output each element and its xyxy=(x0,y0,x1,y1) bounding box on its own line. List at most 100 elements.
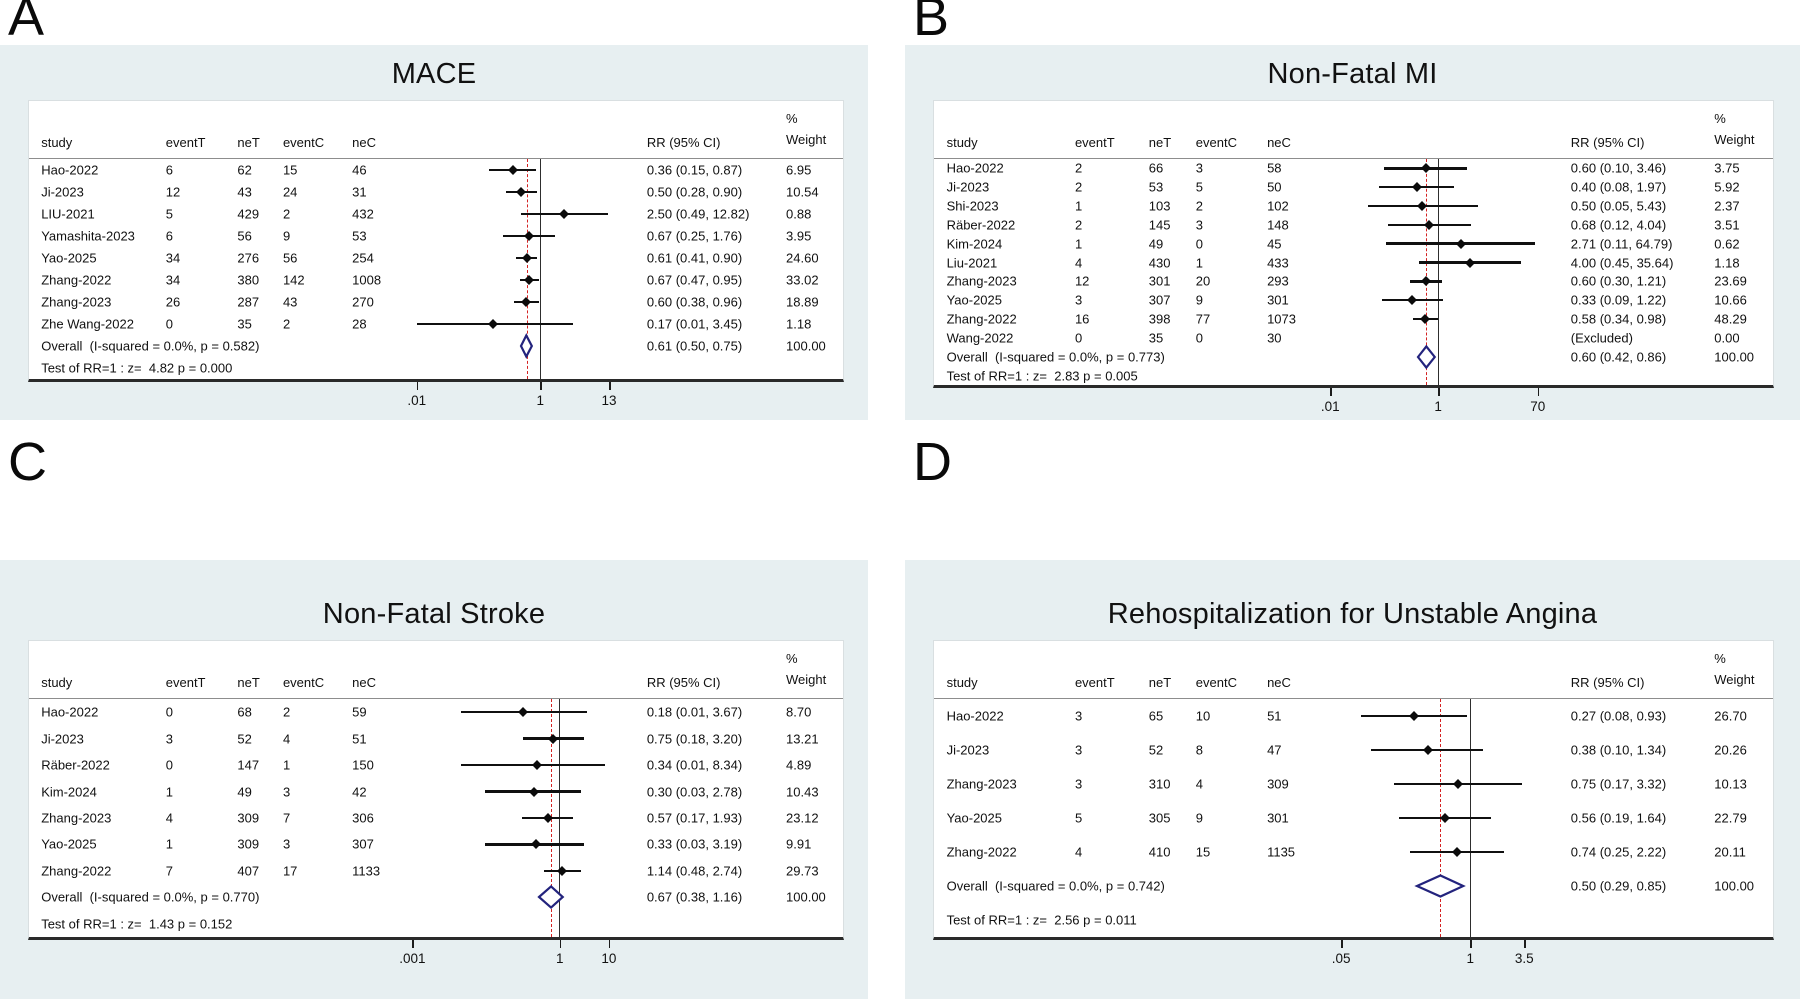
col-header-weight-label: Weight xyxy=(786,672,827,687)
rr-ci-text: 0.33 (0.03, 3.19) xyxy=(646,836,743,852)
col-header-neT: neT xyxy=(1148,135,1172,150)
null-reference-line xyxy=(1437,159,1439,385)
test-of-rr-text: Test of RR=1 : z= 2.83 p = 0.005 xyxy=(946,368,1138,384)
neT-value: 380 xyxy=(237,272,260,288)
panel-title: Rehospitalization for Unstable Angina xyxy=(1107,598,1598,630)
eventT-value: 2 xyxy=(1074,217,1083,233)
eventT-value: 5 xyxy=(165,206,173,222)
overall-diamond xyxy=(1417,875,1463,897)
weight-value: 23.12 xyxy=(786,810,819,826)
eventC-value: 43 xyxy=(282,294,298,310)
rr-ci-text: 0.36 (0.15, 0.87) xyxy=(646,162,743,178)
study-label: Yao-2025 xyxy=(41,250,97,266)
x-axis: .01 1 70 xyxy=(933,388,1774,426)
overall-weight: 100.00 xyxy=(786,889,826,905)
ci-plot-cell xyxy=(1312,310,1560,329)
study-row: Hao-2022 2 66 3 58 0.60 (0.10, 3.46) 3.75 xyxy=(934,159,1773,178)
eventT-value: 1 xyxy=(165,836,173,852)
point-estimate-marker xyxy=(1423,745,1434,755)
weight-value: 0.88 xyxy=(786,206,812,222)
col-header-eventC: eventC xyxy=(1195,135,1237,150)
neC-value: 58 xyxy=(1267,160,1282,176)
study-label: Liu-2021 xyxy=(946,255,998,271)
point-estimate-marker xyxy=(1424,219,1434,230)
neC-value: 53 xyxy=(352,228,367,244)
weight-value: 18.89 xyxy=(786,294,819,310)
overall-diamond xyxy=(521,335,532,357)
axis-tick xyxy=(412,940,414,948)
study-label: Hao-2022 xyxy=(41,704,99,720)
col-header-eventT: eventT xyxy=(1074,675,1115,690)
overall-plot-cell xyxy=(1312,347,1560,366)
weight-value: 3.51 xyxy=(1714,217,1740,233)
study-row: Hao-2022 3 65 10 51 0.27 (0.08, 0.93) 26.70 xyxy=(934,699,1773,733)
neT-value: 49 xyxy=(237,784,252,800)
overall-estimate-dashed-line xyxy=(526,159,528,379)
overall-rr-ci-text: 0.67 (0.38, 1.16) xyxy=(646,889,743,905)
col-header-weight-pct: % xyxy=(786,111,798,126)
weight-value: 20.11 xyxy=(1714,844,1746,860)
study-row: Zhang-2023 12 301 20 293 0.60 (0.30, 1.21) 23.… xyxy=(934,272,1773,291)
weight-value: 0.00 xyxy=(1714,330,1740,346)
eventC-value: 3 xyxy=(282,784,291,800)
overall-label: Overall (I-squared = 0.0%, p = 0.742) xyxy=(946,878,1165,894)
col-header-study: study xyxy=(946,675,978,690)
panel-background: Non-Fatal MI study eventT neT eventC neC RR (… xyxy=(905,45,1800,420)
neT-value: 276 xyxy=(237,250,260,266)
forest-plot-wrap: study eventT neT eventC neC RR (95% CI)% Weigh… xyxy=(933,640,1774,978)
forest-plot: study eventT neT eventC neC RR (95% CI)% Weigh… xyxy=(28,640,844,940)
eventC-value: 24 xyxy=(282,184,298,200)
overall-row: Overall (I-squared = 0.0%, p = 0.773) 0.6… xyxy=(934,347,1773,366)
overall-weight: 100.00 xyxy=(1714,878,1755,894)
neT-value: 56 xyxy=(237,228,252,244)
overall-row: Overall (I-squared = 0.0%, p = 0.582) 0.6… xyxy=(29,335,843,357)
test-of-rr-text: Test of RR=1 : z= 1.43 p = 0.152 xyxy=(41,916,233,932)
eventC-value: 142 xyxy=(282,272,305,288)
eventT-value: 5 xyxy=(1074,810,1083,826)
weight-value: 10.66 xyxy=(1714,292,1747,308)
study-label: Yao-2025 xyxy=(946,810,1002,826)
axis-tick xyxy=(1470,940,1472,948)
rr-ci-text: 0.60 (0.30, 1.21) xyxy=(1570,273,1667,289)
study-label: Ji-2023 xyxy=(41,731,84,747)
point-estimate-marker xyxy=(516,187,527,197)
weight-value: 13.21 xyxy=(786,731,819,747)
neC-value: 1073 xyxy=(1267,311,1296,327)
col-header-rr: RR (95% CI) xyxy=(1570,675,1645,690)
plot-body: Hao-2022 0 68 2 59 0.18 (0.01, 3.67) 8.70 Ji-20… xyxy=(29,699,843,937)
col-header-eventC: eventC xyxy=(1195,675,1237,690)
axis-tick-label: 1 xyxy=(556,951,564,966)
weight-value: 29.73 xyxy=(786,863,819,879)
eventT-value: 3 xyxy=(1074,776,1083,792)
eventC-value: 1 xyxy=(1195,255,1203,271)
column-header-row: study eventT neT eventC neC RR (95% CI)% Weigh… xyxy=(934,101,1773,159)
neT-value: 66 xyxy=(1148,160,1164,176)
study-label: Ji-2023 xyxy=(946,742,990,758)
neT-value: 398 xyxy=(1148,311,1171,327)
overall-plot-cell xyxy=(1312,869,1560,903)
ci-plot-cell xyxy=(395,313,635,335)
study-row: Zhe Wang-2022 0 35 2 28 0.17 (0.01, 3.45) 1.18 xyxy=(29,313,843,335)
weight-value: 33.02 xyxy=(786,272,819,288)
point-estimate-marker xyxy=(518,707,528,718)
forest-plot: study eventT neT eventC neC RR (95% CI)% Weigh… xyxy=(933,100,1774,388)
point-estimate-marker xyxy=(1416,201,1427,212)
neC-value: 1133 xyxy=(352,863,381,879)
study-row: Liu-2021 4 430 1 433 4.00 (0.45, 35.64) 1.18 xyxy=(934,253,1773,272)
study-row: Hao-2022 6 62 15 46 0.36 (0.15, 0.87) 6.95 xyxy=(29,159,843,181)
eventT-value: 3 xyxy=(1074,708,1083,724)
neC-value: 102 xyxy=(1267,198,1289,214)
overall-label: Overall (I-squared = 0.0%, p = 0.582) xyxy=(41,338,260,354)
ci-plot-cell xyxy=(395,699,635,725)
study-label: Yao-2025 xyxy=(946,292,1002,308)
col-header-neC: neC xyxy=(352,135,377,150)
axis-tick-label: 70 xyxy=(1530,399,1546,414)
study-row: Ji-2023 12 43 24 31 0.50 (0.28, 0.90) 10.54 xyxy=(29,181,843,203)
x-axis: .001 1 10 xyxy=(28,940,844,978)
neT-value: 287 xyxy=(237,294,260,310)
col-header-rr: RR (95% CI) xyxy=(646,135,721,150)
eventT-value: 2 xyxy=(1074,179,1083,195)
rr-ci-text: 0.60 (0.10, 3.46) xyxy=(1570,160,1667,176)
neT-value: 35 xyxy=(237,316,252,332)
